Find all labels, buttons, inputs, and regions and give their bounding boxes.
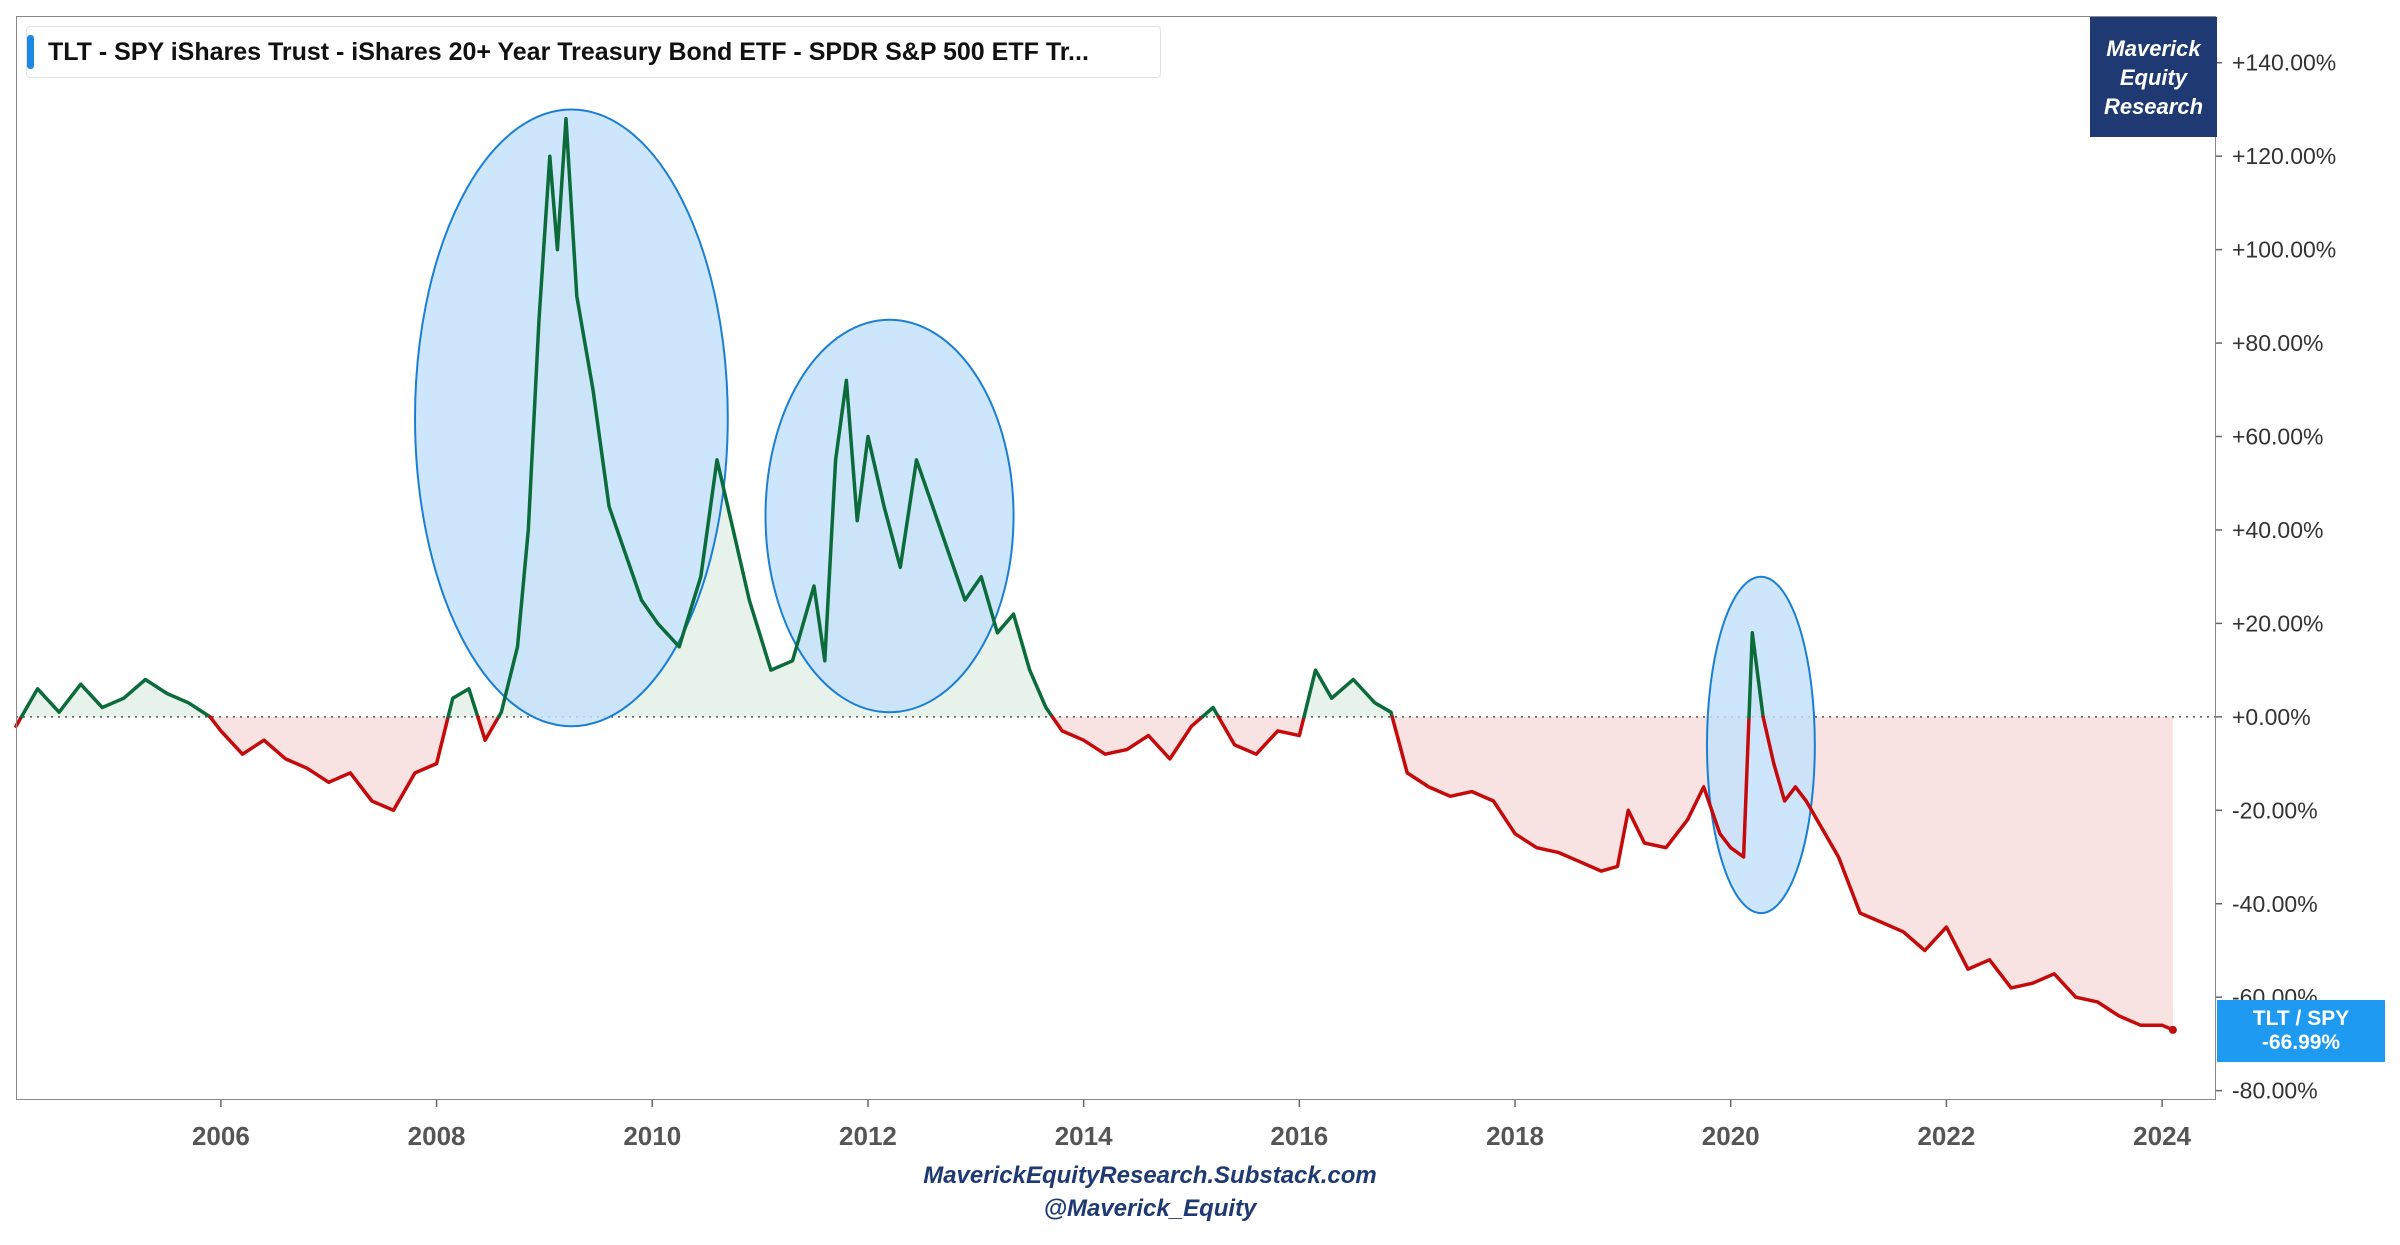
y-tick-label-0: +140.00%: [2232, 50, 2336, 76]
highlight-ellipse-1: [414, 108, 729, 728]
x-tick-label-8: 2022: [1917, 1121, 1975, 1151]
positive-line-9: [1302, 668, 1394, 719]
logo-line-1: Maverick: [2106, 35, 2201, 61]
title-accent-bar: [27, 35, 34, 69]
positive-area-1: [21, 679, 211, 717]
positive-line-11: [1747, 631, 1765, 719]
footer-handle[interactable]: @Maverick_Equity: [1043, 1195, 1257, 1222]
highlight-ellipse-2: [764, 318, 1015, 714]
y-tick-label-7: +0.00%: [2232, 704, 2311, 730]
logo-line-3: Research: [2103, 93, 2204, 119]
positive-line-1: [19, 677, 212, 719]
x-tick-label-3: 2012: [839, 1121, 897, 1151]
negative-line-8: [1216, 715, 1306, 756]
current-value-number: -66.99%: [2261, 1031, 2341, 1054]
negative-area-12: [1763, 716, 2173, 1030]
y-tick-label-8: -20.00%: [2232, 797, 2318, 823]
negative-line-12: [1761, 715, 2175, 1032]
x-tick-label-7: 2020: [1702, 1121, 1760, 1151]
negative-area-2: [210, 716, 449, 811]
negative-line-2: [208, 715, 450, 813]
positive-line-7: [1200, 705, 1221, 719]
negative-line-6: [1050, 715, 1205, 761]
y-tick-label-6: +20.00%: [2232, 610, 2323, 636]
highlight-ellipse-3: [1705, 575, 1816, 915]
y-tick-label-3: +80.00%: [2232, 330, 2323, 356]
y-tick-label-1: +120.00%: [2232, 143, 2336, 169]
x-tick-label-5: 2016: [1270, 1121, 1328, 1151]
x-tick-label-0: 2006: [192, 1121, 250, 1151]
current-value-series-name: TLT / SPY: [2252, 1007, 2350, 1030]
y-tick-label-11: -80.00%: [2232, 1078, 2318, 1104]
negative-area-10: [1392, 716, 1750, 872]
negative-line-10: [1390, 715, 1751, 873]
y-tick-label-2: +100.00%: [2232, 237, 2336, 263]
negative-area-8: [1218, 716, 1304, 755]
negative-area-6: [1052, 716, 1203, 759]
y-tick-label-4: +60.00%: [2232, 424, 2323, 450]
positive-line-3: [446, 687, 480, 719]
x-tick-label-1: 2008: [408, 1121, 466, 1151]
chart-title: TLT - SPY iShares Trust - iShares 20+ Ye…: [48, 37, 1089, 66]
last-value-dot: [2168, 1025, 2177, 1034]
positive-line-5: [496, 117, 1055, 719]
x-tick-label-2: 2010: [623, 1121, 681, 1151]
x-tick-label-9: 2024: [2133, 1121, 2191, 1151]
positive-area-9: [1303, 670, 1393, 717]
current-value-label: TLT / SPY -66.99%: [2217, 1000, 2385, 1062]
x-tick-label-4: 2014: [1055, 1121, 1113, 1151]
chart-title-box: TLT - SPY iShares Trust - iShares 20+ Ye…: [26, 26, 1161, 78]
footer-website[interactable]: MaverickEquityResearch.Substack.com: [923, 1162, 1377, 1189]
negative-line-4: [476, 715, 501, 742]
y-tick-label-5: +40.00%: [2232, 517, 2323, 543]
logo-line-2: Equity: [2119, 64, 2188, 90]
maverick-logo: Maverick Equity Research: [2090, 17, 2217, 137]
y-tick-label-9: -40.00%: [2232, 891, 2318, 917]
x-tick-label-6: 2018: [1486, 1121, 1544, 1151]
